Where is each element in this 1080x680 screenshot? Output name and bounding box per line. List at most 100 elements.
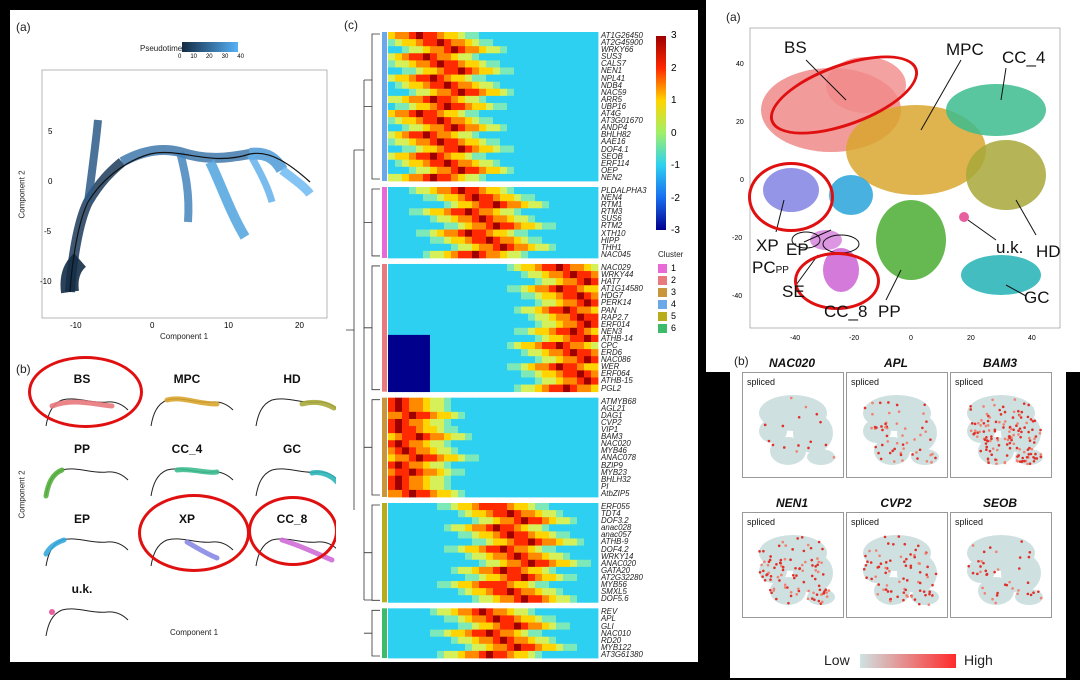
panel-b-right-label: (b): [734, 354, 749, 368]
gene-label: ARR5: [601, 94, 623, 104]
tsne-gene-panel: spliced: [950, 512, 1052, 618]
gene-label: RTM2: [601, 221, 623, 231]
cluster-label-ep: EP: [786, 240, 809, 259]
gene-label: PERK14: [601, 298, 632, 308]
tsne-gene-scatter: [758, 535, 835, 605]
gene-label: THH1: [601, 242, 622, 252]
gene-label: SMXL5: [601, 587, 627, 597]
x-tick: 20: [295, 321, 304, 330]
tsne-gene-title: NEN1: [775, 496, 808, 510]
gene-label: VIP1: [601, 425, 619, 435]
tsne-gene-panel: spliced: [742, 372, 844, 478]
small-multiple-title: GC: [283, 442, 301, 456]
cluster-bar: [382, 397, 387, 497]
cluster-swatch: [658, 323, 667, 333]
gene-label: NEN4: [601, 193, 623, 203]
gene-label: AT4G: [601, 109, 621, 119]
gene-label: ERD6: [601, 348, 623, 358]
x-tick: -40: [790, 335, 800, 342]
x-tick: 0: [150, 321, 155, 330]
cluster-id: 6: [671, 323, 677, 333]
cluster-id: 1: [671, 263, 677, 273]
highlight-ring-xp: [138, 494, 250, 572]
gene-label: BHLH82: [601, 130, 631, 140]
colorbar: [656, 36, 666, 230]
gene-label: ANAC078: [601, 453, 637, 463]
small-multiple-trajectory: [150, 467, 234, 497]
small-multiple-trajectory: [150, 396, 234, 427]
tsne-gene-title: APL: [884, 356, 908, 370]
small-multiple-title: HD: [283, 372, 301, 386]
trajectory-plot: 5 0 -5 -10 -10 0 10 20: [40, 69, 328, 330]
panel-a-right-label: (a): [726, 10, 741, 24]
small-multiple-ep: EP: [32, 506, 132, 574]
gene-label: NAC045: [601, 249, 631, 259]
heatmap: [346, 32, 599, 659]
gene-label: ERF055: [601, 502, 630, 511]
small-multiple-trajectory: [255, 468, 340, 497]
colorbar-tick: -3: [671, 225, 680, 236]
gene-label: AT2G45900: [601, 38, 643, 48]
cluster-label-pc-text: PC: [752, 258, 776, 277]
gene-label: RAP2.7: [601, 312, 629, 322]
panel-b-label: (b): [16, 362, 31, 376]
small-multiple-u-k-: u.k.: [32, 576, 132, 644]
cluster-bar: [382, 608, 387, 658]
tsne-gene-title: BAM3: [982, 356, 1017, 370]
panel-a-label: (a): [16, 20, 31, 34]
tsne-gene-title: CVP2: [880, 496, 912, 510]
pseudotime-tick: 10: [190, 54, 197, 60]
gene-label: DOF5.6: [601, 594, 629, 604]
colorbar-tick: 0: [671, 127, 677, 139]
highlight-ring-cc8-tsne: [794, 252, 880, 310]
spliced-tag: spliced: [747, 517, 776, 527]
colorbar-tick: -1: [671, 160, 680, 171]
gene-label: NDB4: [601, 80, 623, 90]
gene-label: SUS6: [601, 214, 622, 224]
middle-panel: (c) AT1G26450 AT2G45900 WRKY66 SUS3 CALS7 NEN…: [336, 10, 698, 662]
gene-label: NEN2: [601, 172, 623, 182]
cluster-legend-title: Cluster: [658, 250, 684, 259]
y-tick: -5: [44, 227, 52, 236]
pseudotime-legend-title: Pseudotime: [140, 44, 183, 53]
y-tick: 0: [48, 177, 53, 186]
gene-label: GLI: [601, 621, 614, 631]
gene-label: ERF064: [601, 369, 630, 379]
spliced-tag: spliced: [747, 377, 776, 387]
gene-label: ANDP4: [601, 123, 628, 133]
gene-label: RTM1: [601, 200, 623, 210]
gene-label: HAT7: [601, 277, 621, 287]
gene-label: UBP16: [601, 101, 626, 111]
gene-label: WRKY66: [601, 45, 634, 55]
cluster-legend-item: 1: [658, 262, 676, 274]
cluster-label-pp-sub: PP: [775, 265, 789, 276]
cluster-label-se: SE: [782, 282, 805, 301]
b-y-axis-label: Component 2: [17, 470, 27, 519]
gene-label: HDG7: [601, 291, 623, 301]
cluster-legend-item: 2: [658, 274, 676, 286]
small-multiple-pp: PP: [32, 436, 132, 504]
cluster-swatch: [658, 287, 667, 297]
cluster-id: 5: [671, 311, 677, 321]
tsne-gene-scatter: [863, 395, 939, 465]
gene-label: AAE16: [601, 137, 626, 147]
colorbar-tick: 2: [671, 62, 677, 74]
right-top-panel: (a) 40 20 0 -20 -40 -40 -20 0 20 40: [706, 0, 1080, 372]
highlight-ring-xp-tsne: [748, 162, 834, 232]
cluster-label-hd: HD: [1036, 242, 1061, 261]
gene-label: PLDALPHA3: [601, 186, 647, 195]
gene-label: anac057: [601, 530, 632, 540]
pseudotime-colorbar: [182, 42, 238, 52]
gene-label: BAM3: [601, 432, 623, 442]
x-tick: 0: [909, 335, 913, 342]
small-multiple-trajectory: [43, 537, 129, 567]
gene-label: BHLH32: [601, 474, 631, 484]
pseudotime-ticks: 0 10 20 30 40: [178, 54, 244, 60]
gene-label: NAC086: [601, 355, 631, 365]
tsne-gene-panel: spliced: [742, 512, 844, 618]
tsne-gene-title: SEOB: [982, 496, 1017, 510]
expression-gradient: [860, 654, 956, 668]
x-tick: 20: [967, 335, 975, 342]
cluster-label-uk: u.k.: [996, 238, 1024, 257]
cluster-bar: [382, 32, 387, 181]
